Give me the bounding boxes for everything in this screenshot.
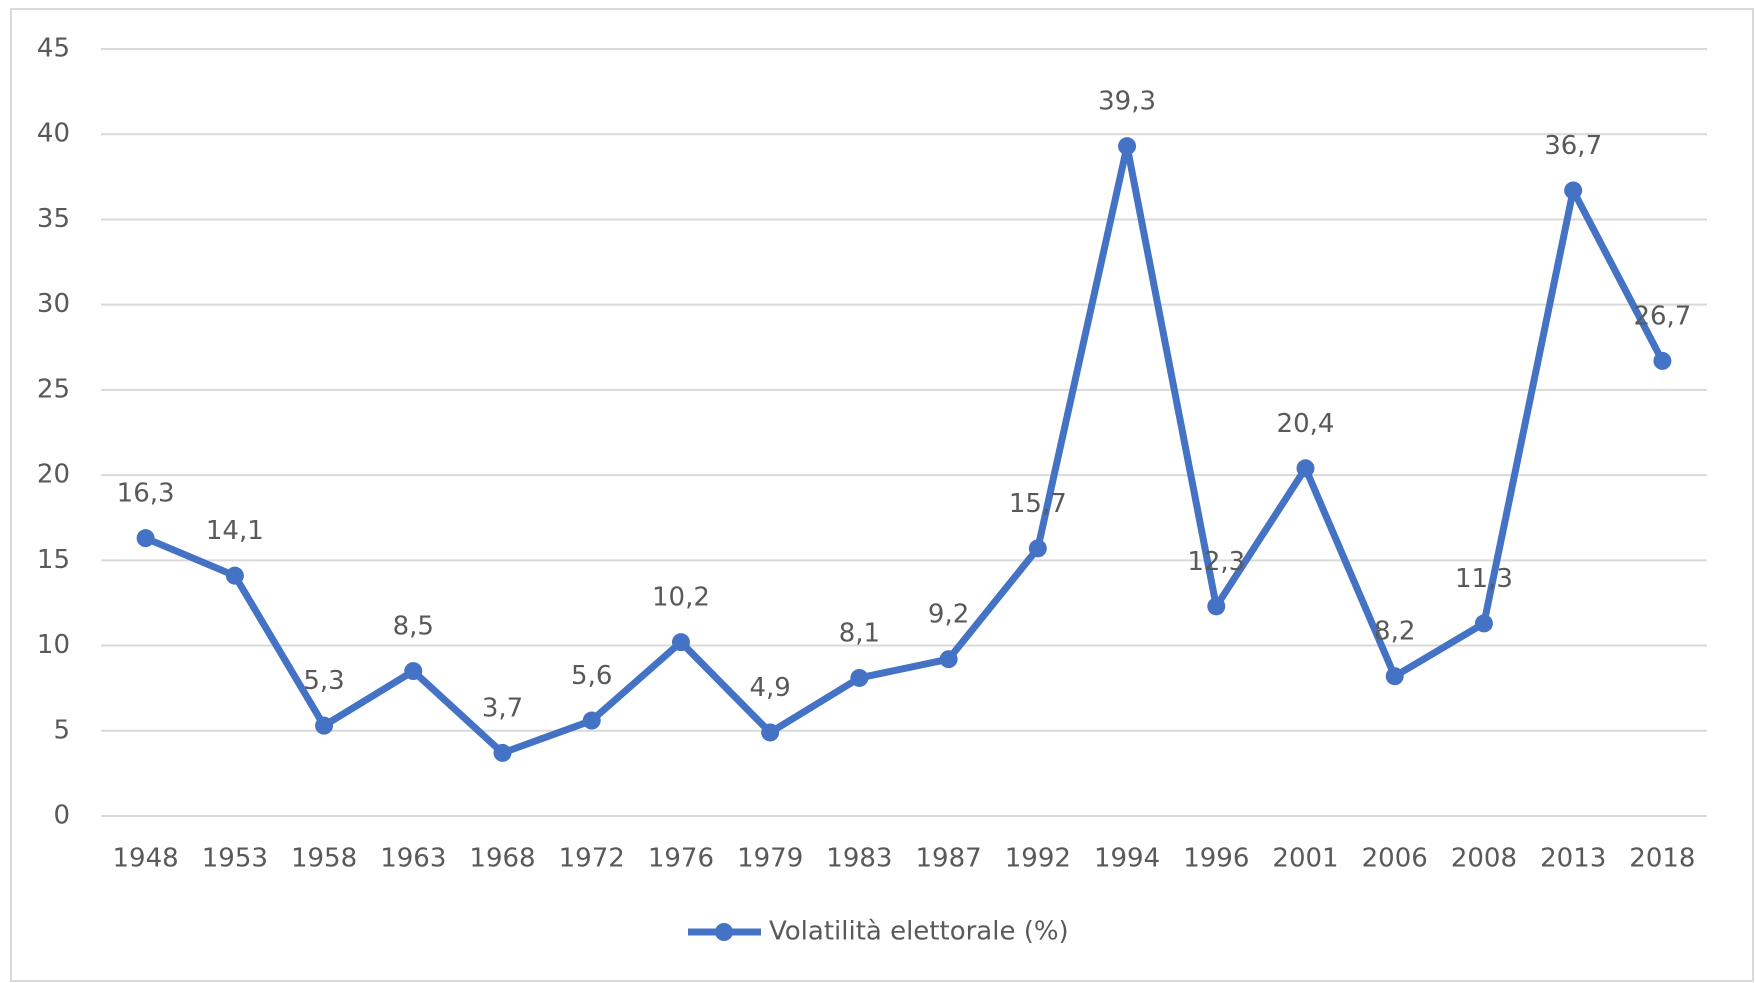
data-label: 4,9	[749, 673, 790, 703]
chart-frame	[10, 8, 1754, 982]
y-tick-label: 30	[37, 289, 70, 319]
x-tick-label: 1948	[113, 844, 179, 874]
data-label: 8,5	[393, 612, 434, 642]
y-tick-label: 40	[37, 119, 70, 149]
x-tick-label: 1968	[469, 844, 535, 874]
data-label: 12,3	[1187, 547, 1245, 577]
data-label: 14,1	[206, 516, 264, 546]
x-tick-label: 1979	[737, 844, 803, 874]
x-tick-label: 1972	[559, 844, 625, 874]
data-point	[1118, 137, 1137, 156]
x-tick-label: 1994	[1094, 844, 1160, 874]
data-label: 3,7	[482, 693, 523, 723]
data-label: 8,2	[1374, 617, 1415, 647]
y-tick-label: 0	[53, 801, 70, 831]
y-tick-label: 15	[37, 545, 70, 575]
data-label: 20,4	[1277, 409, 1335, 439]
data-point	[1207, 597, 1226, 616]
x-tick-label: 2001	[1272, 844, 1338, 874]
x-tick-label: 2008	[1451, 844, 1517, 874]
legend-marker	[715, 923, 733, 941]
x-tick-label: 1983	[826, 844, 892, 874]
data-point	[1028, 539, 1047, 558]
data-point	[1296, 459, 1315, 478]
data-point	[1564, 181, 1583, 200]
data-point	[939, 650, 958, 669]
data-label: 15,7	[1009, 489, 1067, 519]
y-tick-label: 10	[37, 630, 70, 660]
data-point	[761, 723, 780, 742]
x-tick-label: 1992	[1005, 844, 1071, 874]
data-point	[136, 529, 155, 548]
data-label: 5,6	[571, 661, 612, 691]
x-tick-label: 1976	[648, 844, 714, 874]
data-label: 8,1	[839, 618, 880, 648]
data-label: 36,7	[1544, 131, 1602, 161]
data-point	[225, 566, 244, 585]
data-label: 39,3	[1098, 87, 1156, 117]
data-point	[850, 668, 869, 687]
data-point	[493, 743, 512, 762]
series-line	[144, 142, 1666, 757]
data-point	[315, 716, 334, 735]
data-label: 10,2	[652, 583, 710, 613]
data-point	[1653, 351, 1672, 370]
x-tick-label: 1987	[916, 844, 982, 874]
x-tick-label: 1953	[202, 844, 268, 874]
x-tick-label: 1963	[380, 844, 446, 874]
x-tick-label: 1996	[1183, 844, 1249, 874]
data-label: 11,3	[1455, 564, 1513, 594]
x-tick-label: 1958	[291, 844, 357, 874]
data-point	[1474, 614, 1493, 633]
data-label: 26,7	[1633, 301, 1691, 331]
x-tick-label: 2018	[1629, 844, 1695, 874]
data-point	[671, 633, 690, 652]
data-label: 9,2	[928, 600, 969, 630]
data-point	[582, 711, 601, 730]
y-tick-label: 20	[37, 460, 70, 490]
y-tick-label: 45	[37, 34, 70, 64]
y-tick-label: 35	[37, 204, 70, 234]
legend-label: Volatilità elettorale (%)	[769, 917, 1069, 947]
data-point	[1385, 667, 1404, 686]
x-tick-label: 2013	[1540, 844, 1606, 874]
x-tick-label: 2006	[1362, 844, 1428, 874]
data-label: 16,3	[117, 479, 175, 509]
y-tick-label: 5	[53, 715, 70, 745]
data-point	[404, 662, 423, 681]
data-label: 5,3	[303, 666, 344, 696]
y-tick-label: 25	[37, 374, 70, 404]
